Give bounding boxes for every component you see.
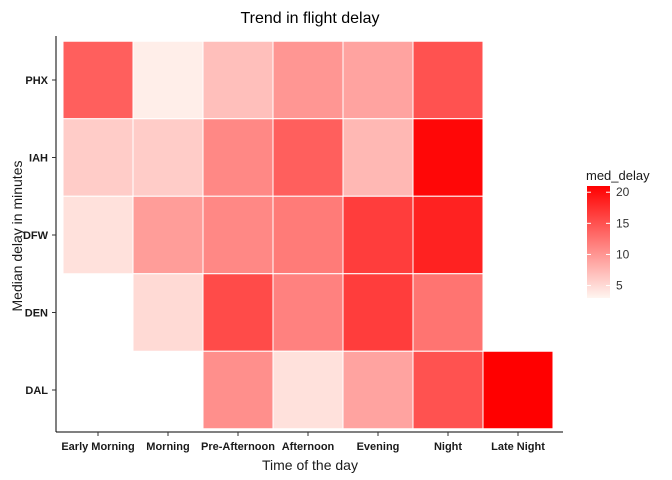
heatmap-cell xyxy=(62,118,134,197)
legend-tick-label: 5 xyxy=(616,279,623,293)
color-legend: med_delay 5 10 15 20 xyxy=(586,168,650,298)
heatmap-cell xyxy=(342,273,414,352)
heatmap-cell xyxy=(412,40,484,120)
heatmap-cell xyxy=(272,40,344,120)
x-tick-label: Evening xyxy=(357,441,400,453)
x-axis-ticks: Early Morning Morning Pre-Afternoon Afterno… xyxy=(61,432,545,453)
heatmap-cell xyxy=(342,118,414,197)
heatmap-cell xyxy=(412,118,484,197)
heatmap-cell xyxy=(342,350,414,430)
y-tick-label: DAL xyxy=(25,385,48,397)
heatmap-cell xyxy=(412,273,484,352)
legend-tick-label: 20 xyxy=(616,185,630,199)
heatmap-cell xyxy=(272,118,344,197)
x-tick-label: Morning xyxy=(146,441,189,453)
y-axis-ticks: DAL DEN DFW IAH PHX xyxy=(23,75,56,397)
heatmap-cell xyxy=(272,273,344,352)
heatmap-cell xyxy=(342,40,414,120)
legend-title: med_delay xyxy=(586,168,650,183)
legend-colorbar xyxy=(587,186,610,298)
heatmap-cell xyxy=(482,350,554,430)
heatmap-cell xyxy=(202,350,274,430)
x-tick-label: Late Night xyxy=(491,441,545,453)
legend-ticks: 5 10 15 20 xyxy=(587,185,630,293)
heatmap-cell xyxy=(412,195,484,275)
heatmap-cell xyxy=(132,118,204,197)
y-tick-label: DEN xyxy=(25,308,48,320)
heatmap-cell xyxy=(202,118,274,197)
heatmap-cells xyxy=(62,40,554,430)
heatmap-cell xyxy=(202,40,274,120)
y-tick-label: DFW xyxy=(23,230,49,242)
heatmap-cell xyxy=(412,350,484,430)
chart-title: Trend in flight delay xyxy=(240,10,379,27)
heatmap-cell xyxy=(132,40,204,120)
x-axis-title: Time of the day xyxy=(262,457,358,473)
y-tick-label: PHX xyxy=(25,75,48,87)
y-axis-title: Median delay in minutes xyxy=(9,161,25,312)
x-tick-label: Early Morning xyxy=(61,441,134,453)
heatmap-cell xyxy=(202,195,274,275)
heatmap-cell xyxy=(342,195,414,275)
heatmap-cell xyxy=(272,350,344,430)
x-tick-label: Night xyxy=(434,441,462,453)
x-tick-label: Afternoon xyxy=(282,441,335,453)
axes xyxy=(55,36,563,433)
legend-tick-label: 10 xyxy=(616,247,630,261)
heatmap-cell xyxy=(62,40,134,120)
x-tick-label: Pre-Afternoon xyxy=(201,441,275,453)
heatmap-cell xyxy=(62,195,134,275)
heatmap-cell xyxy=(202,273,274,352)
heatmap-cell xyxy=(132,273,204,352)
heatmap-cell xyxy=(272,195,344,275)
heatmap-cell xyxy=(132,195,204,275)
y-tick-label: IAH xyxy=(29,153,48,165)
legend-tick-label: 15 xyxy=(616,216,630,230)
